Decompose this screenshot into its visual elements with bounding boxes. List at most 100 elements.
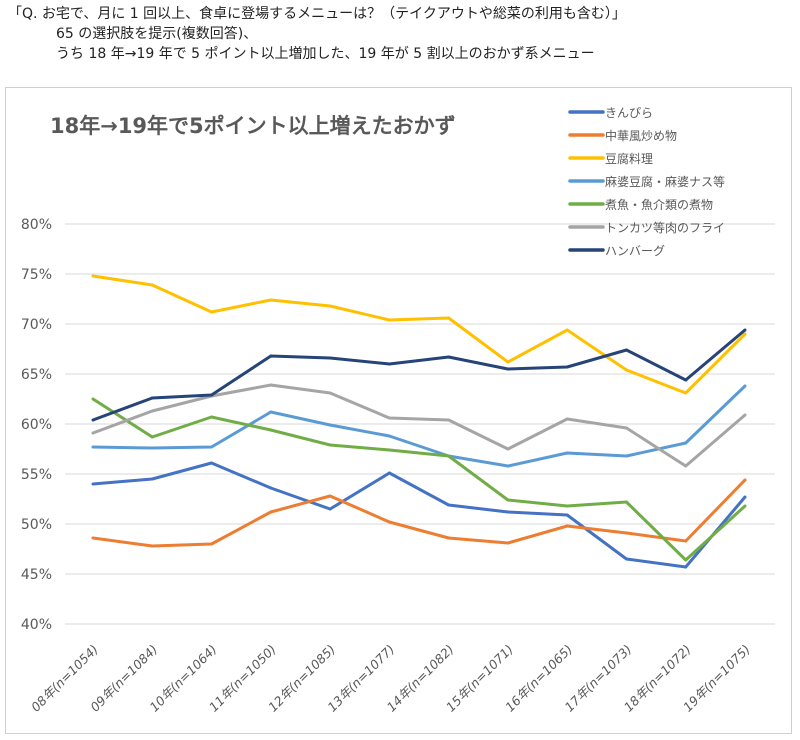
- data-point: [91, 431, 95, 435]
- legend-label: 中華風炒め物: [605, 128, 677, 143]
- data-point: [684, 464, 688, 468]
- data-point: [565, 513, 569, 517]
- data-point: [684, 558, 688, 562]
- data-point: [269, 383, 273, 387]
- data-point: [743, 504, 747, 508]
- data-point: [387, 416, 391, 420]
- data-point: [328, 443, 332, 447]
- data-point: [387, 318, 391, 322]
- chart-title: 18年→19年で5ポイント以上増えたおかず: [50, 114, 456, 138]
- data-point: [328, 391, 332, 395]
- legend-label: トンカツ等肉のフライ: [605, 221, 725, 235]
- data-point: [624, 368, 628, 372]
- data-point: [624, 426, 628, 430]
- data-point: [210, 542, 214, 546]
- question-line-2: 65 の選択肢を提示(複数回答)、: [56, 26, 258, 42]
- series-line: [92, 397, 747, 562]
- question-text: 「Q. お宅で、月に 1 回以上、食卓に登場するメニューは？（テイクアウトや総菜…: [8, 4, 626, 64]
- series-line: [92, 328, 746, 422]
- question-line-1: 「Q. お宅で、月に 1 回以上、食卓に登場するメニューは？（テイクアウトや総菜…: [8, 6, 626, 22]
- data-point: [684, 378, 688, 382]
- legend-label: 豆腐料理: [605, 151, 653, 166]
- legend-label: きんぴら: [605, 106, 653, 120]
- data-point: [743, 332, 747, 336]
- data-point: [624, 500, 628, 504]
- y-tick-label: 70%: [21, 317, 52, 333]
- data-point: [269, 298, 273, 302]
- data-point: [91, 536, 95, 540]
- data-point: [447, 454, 451, 458]
- data-point: [624, 348, 628, 352]
- data-point: [624, 531, 628, 535]
- data-point: [565, 417, 569, 421]
- data-point: [328, 304, 332, 308]
- data-point: [743, 384, 747, 388]
- data-point: [269, 410, 273, 414]
- data-point: [684, 539, 688, 543]
- chart-frame: [5, 87, 792, 734]
- data-point: [624, 557, 628, 561]
- data-point: [269, 354, 273, 358]
- data-point: [506, 447, 510, 451]
- y-tick-label: 55%: [21, 467, 52, 483]
- data-point: [565, 451, 569, 455]
- data-point: [565, 504, 569, 508]
- data-point: [269, 510, 273, 514]
- series-line: [92, 383, 746, 468]
- series-line: [92, 384, 747, 468]
- series-line: [92, 461, 747, 569]
- data-point: [387, 434, 391, 438]
- data-point: [565, 524, 569, 528]
- data-point: [447, 355, 451, 359]
- data-point: [328, 494, 332, 498]
- data-point: [210, 310, 214, 314]
- data-point: [387, 520, 391, 524]
- y-tick-label: 65%: [21, 367, 52, 383]
- data-point: [269, 428, 273, 432]
- data-point: [565, 328, 569, 332]
- data-point: [506, 464, 510, 468]
- data-point: [447, 503, 451, 507]
- data-point: [91, 445, 95, 449]
- data-point: [210, 445, 214, 449]
- data-point: [743, 495, 747, 499]
- data-point: [506, 367, 510, 371]
- y-tick-label: 50%: [21, 517, 52, 533]
- data-point: [684, 391, 688, 395]
- data-point: [743, 328, 747, 332]
- data-point: [387, 471, 391, 475]
- data-point: [506, 510, 510, 514]
- data-point: [91, 418, 95, 422]
- question-line-3: うち 18 年→19 年で 5 ポイント以上増加した、19 年が 5 割以上のお…: [56, 46, 595, 62]
- y-tick-label: 75%: [21, 267, 52, 283]
- data-point: [269, 486, 273, 490]
- data-point: [210, 393, 214, 397]
- data-point: [447, 316, 451, 320]
- data-point: [210, 461, 214, 465]
- data-point: [150, 396, 154, 400]
- y-tick-label: 60%: [21, 417, 52, 433]
- data-point: [506, 541, 510, 545]
- data-point: [150, 409, 154, 413]
- data-point: [684, 565, 688, 569]
- y-tick-label: 40%: [21, 617, 52, 633]
- data-point: [210, 415, 214, 419]
- data-point: [565, 365, 569, 369]
- data-point: [91, 482, 95, 486]
- data-point: [91, 274, 95, 278]
- data-point: [684, 441, 688, 445]
- data-point: [624, 454, 628, 458]
- data-point: [387, 362, 391, 366]
- y-tick-label: 80%: [21, 217, 52, 233]
- data-point: [387, 448, 391, 452]
- legend-label: 煮魚・魚介類の煮物: [605, 198, 713, 212]
- series-line: [92, 274, 747, 395]
- data-point: [506, 498, 510, 502]
- data-point: [506, 360, 510, 364]
- data-point: [447, 418, 451, 422]
- legend-label: ハンバーグ: [605, 244, 665, 258]
- data-point: [91, 397, 95, 401]
- y-tick-label: 45%: [21, 567, 52, 583]
- legend-label: 麻婆豆腐・麻婆ナス等: [605, 174, 725, 189]
